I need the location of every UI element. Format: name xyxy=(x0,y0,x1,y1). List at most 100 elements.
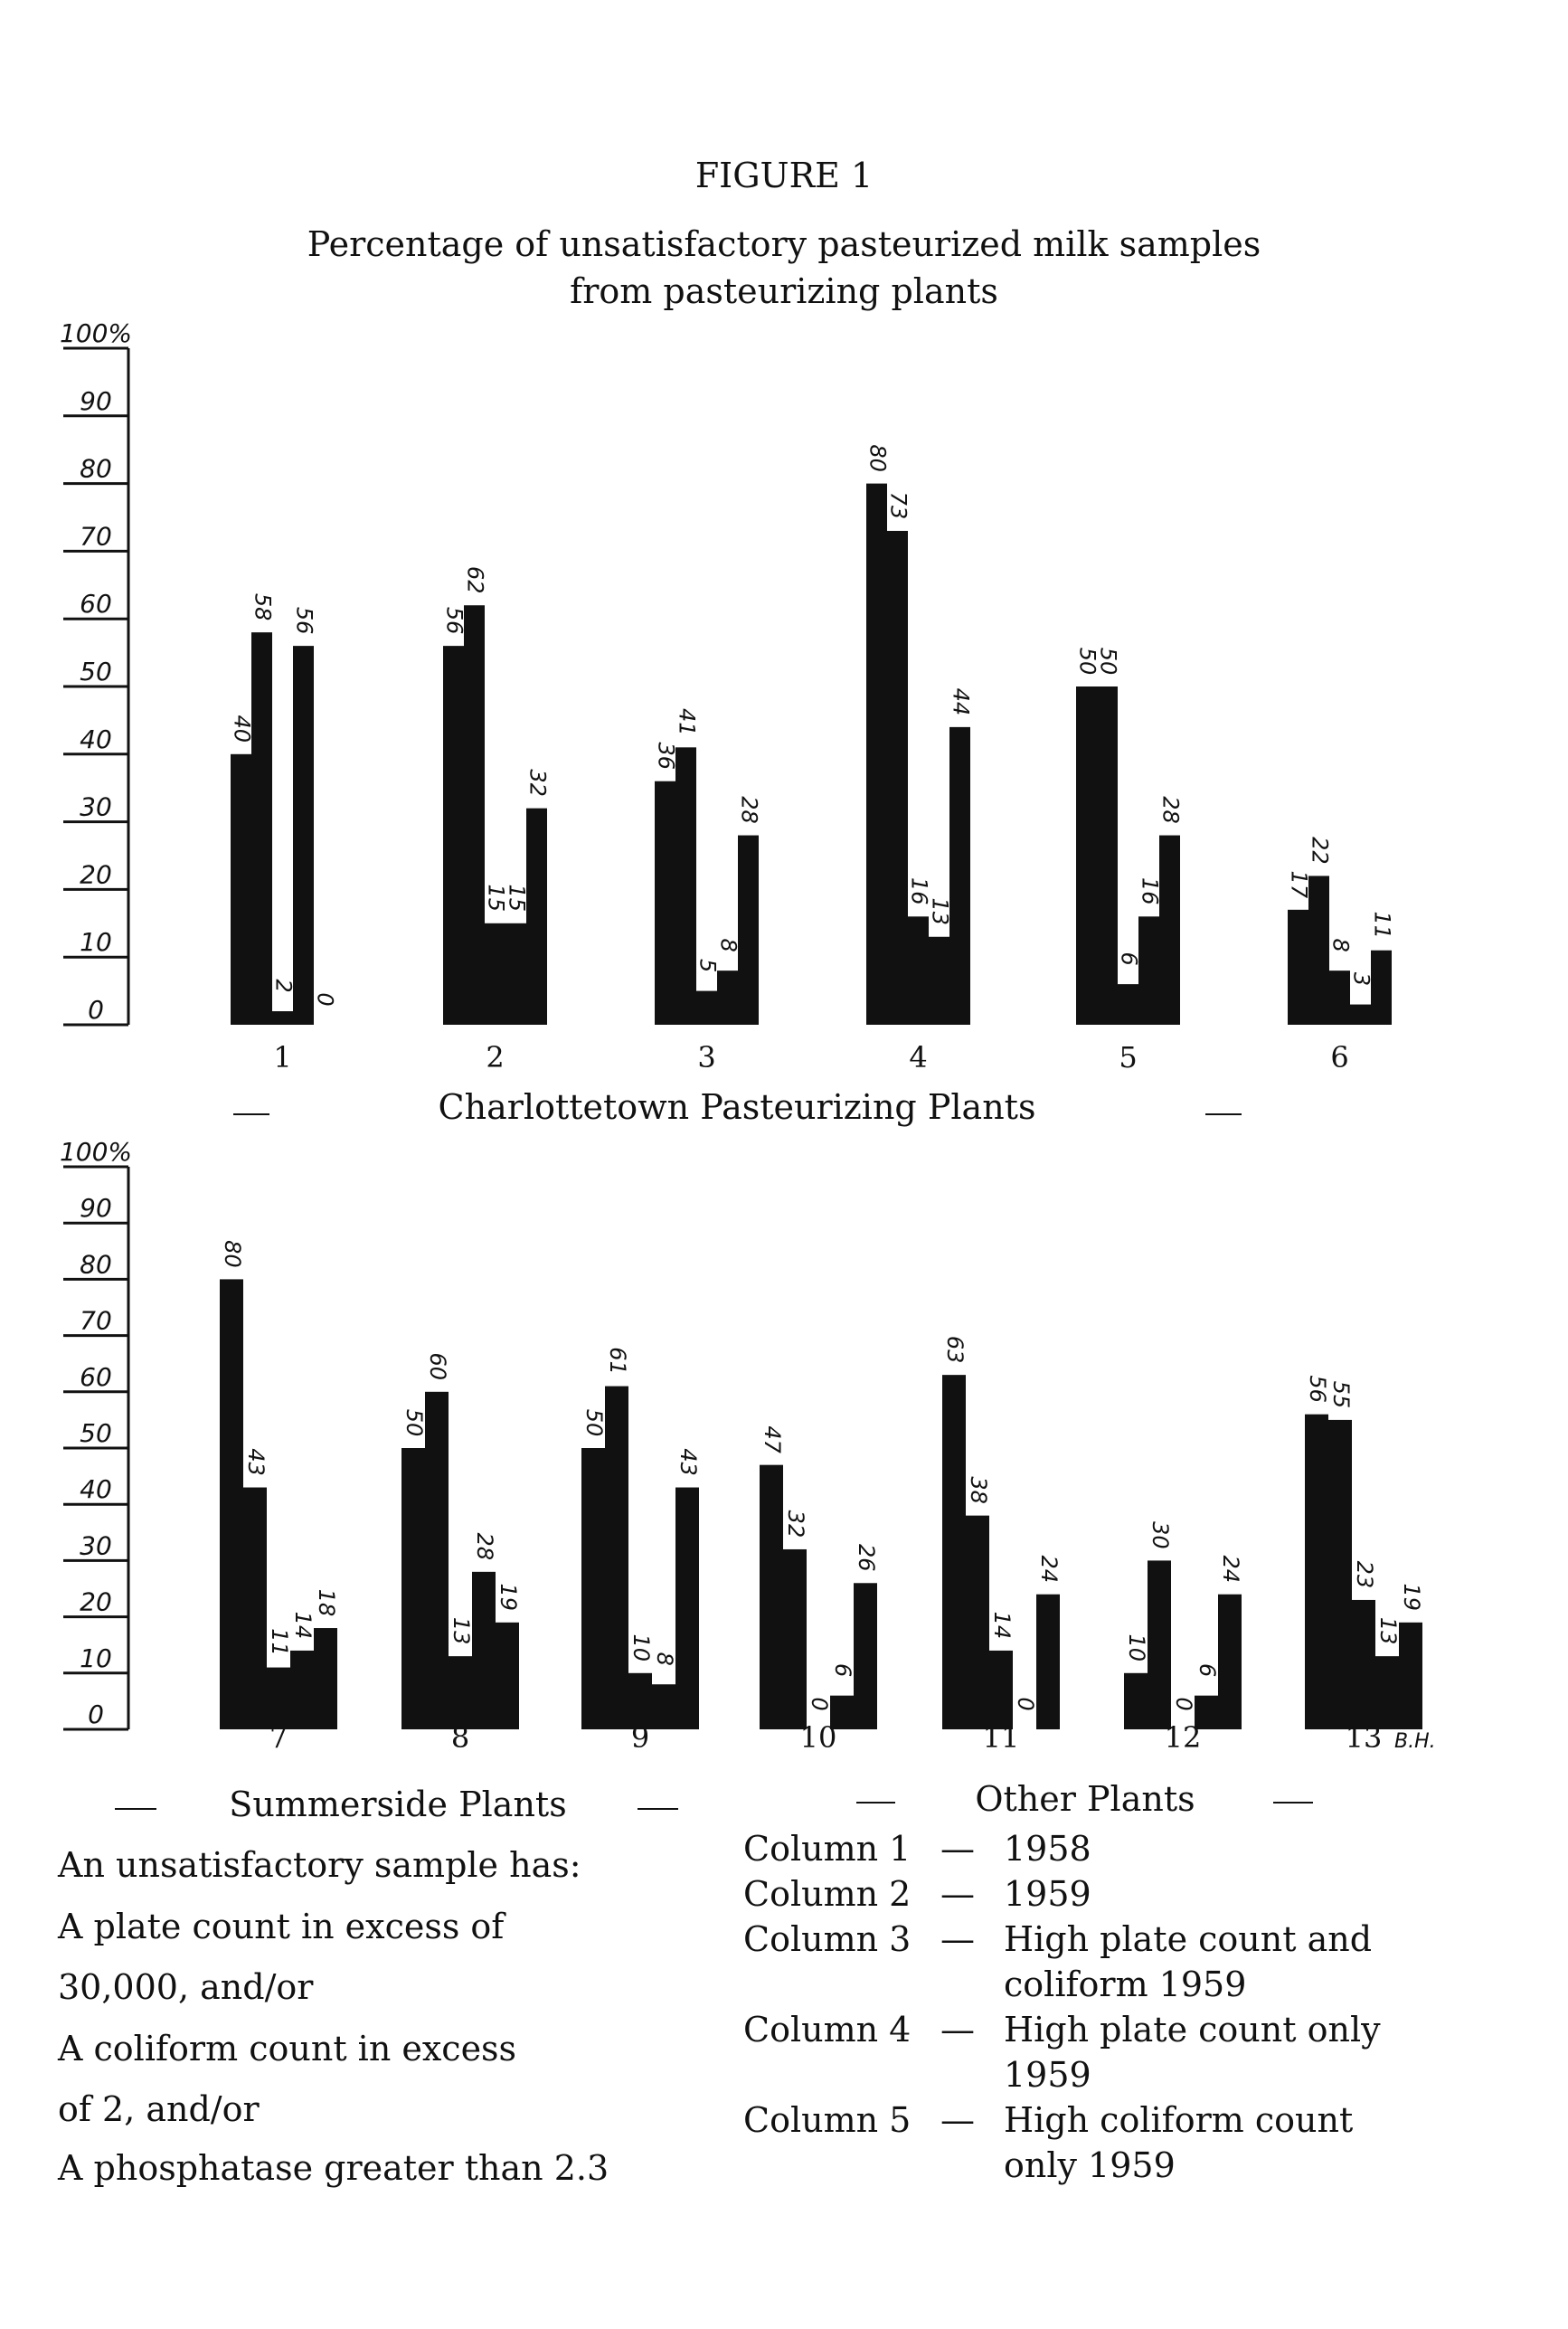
y-tick-label: 70 xyxy=(80,521,112,551)
data-label: 19 xyxy=(496,1584,521,1612)
bar xyxy=(472,1571,496,1729)
definition-line: 30,000, and/or xyxy=(58,1967,314,2007)
group-label: 3 xyxy=(697,1040,715,1075)
data-label: 80 xyxy=(220,1240,245,1268)
data-label: 0 xyxy=(1013,1697,1038,1710)
data-label: 13 xyxy=(1375,1617,1401,1645)
bar xyxy=(1375,1656,1399,1729)
bars-charlottetown: 4058256015662151532236415828380731613444… xyxy=(230,444,1395,1075)
bar xyxy=(1124,1672,1148,1729)
bar xyxy=(696,990,717,1025)
y-tick-label: 60 xyxy=(80,1362,112,1392)
legend-dash: — xyxy=(940,2010,975,2050)
y-tick-label: 0 xyxy=(88,1699,104,1729)
y-tick-label: 10 xyxy=(80,927,112,957)
data-label: 43 xyxy=(243,1448,269,1476)
data-label: 0 xyxy=(313,992,338,1006)
legend-desc: High plate count and xyxy=(1004,1919,1373,1959)
caption-charlottetown: Charlottetown Pasteurizing Plants xyxy=(439,1087,1036,1127)
data-label: 16 xyxy=(907,877,932,905)
data-label: 16 xyxy=(1138,877,1163,905)
data-label: 43 xyxy=(675,1448,701,1476)
bar xyxy=(966,1515,989,1729)
data-label: 24 xyxy=(1036,1555,1062,1583)
data-label: 32 xyxy=(525,769,551,797)
group-label: 10 xyxy=(800,1720,837,1755)
bar xyxy=(1118,984,1138,1025)
data-label: 19 xyxy=(1399,1584,1424,1612)
group-label: 4 xyxy=(909,1040,927,1075)
bar xyxy=(1350,1004,1371,1025)
data-label: 6 xyxy=(1117,951,1142,965)
bar xyxy=(605,1386,628,1729)
data-label: 0 xyxy=(1171,1697,1196,1710)
bars-summerside-other: 8043111418750601328198506110843947320626… xyxy=(220,1240,1436,1755)
data-label: 13 xyxy=(449,1617,474,1645)
bar xyxy=(272,1011,293,1025)
group-label: 1 xyxy=(273,1040,291,1075)
data-label: 56 xyxy=(442,607,468,635)
group-label: 2 xyxy=(486,1040,504,1075)
data-label: 5 xyxy=(695,959,721,972)
y-tick-label: 50 xyxy=(80,657,112,686)
bar xyxy=(314,1628,337,1729)
bar xyxy=(505,923,526,1025)
data-label: 28 xyxy=(1158,796,1184,824)
bar xyxy=(929,936,949,1025)
bar xyxy=(293,646,314,1025)
bar xyxy=(496,1622,519,1729)
data-label: 14 xyxy=(290,1612,316,1640)
figure-label: FIGURE 1 xyxy=(695,156,873,195)
bar xyxy=(581,1448,605,1729)
group-label: 7 xyxy=(269,1720,288,1755)
y-tick-label: 90 xyxy=(80,386,112,416)
caption-other: Other Plants xyxy=(975,1779,1195,1819)
data-label: 15 xyxy=(484,885,509,913)
data-label: 50 xyxy=(1075,648,1100,676)
figure-title-line1: Percentage of unsatisfactory pasteurized… xyxy=(307,224,1261,264)
data-label: 30 xyxy=(1148,1521,1173,1549)
definition-line: of 2, and/or xyxy=(58,2089,260,2129)
legend-column: Column 3 xyxy=(743,1919,912,1959)
bar xyxy=(655,781,675,1025)
bar xyxy=(526,808,547,1025)
y-tick-label: 60 xyxy=(80,589,112,619)
bar xyxy=(908,916,929,1025)
data-label: 50 xyxy=(401,1409,427,1437)
y-tick-label: 50 xyxy=(80,1418,112,1448)
group-label: 13 xyxy=(1346,1720,1383,1755)
bar xyxy=(1195,1695,1218,1729)
y-tick-label: 40 xyxy=(80,1474,112,1504)
group-label: 9 xyxy=(631,1720,649,1755)
bar xyxy=(675,747,696,1025)
group-label: 6 xyxy=(1330,1040,1348,1075)
data-label: 56 xyxy=(292,607,317,635)
bar xyxy=(675,1487,699,1729)
legend-column: Column 1 xyxy=(743,1829,912,1869)
legend-column: Column 5 xyxy=(743,2100,912,2140)
bar xyxy=(738,835,759,1025)
data-label: 11 xyxy=(1370,911,1395,939)
bar xyxy=(443,646,464,1025)
data-label: 60 xyxy=(425,1353,450,1381)
bar xyxy=(449,1656,472,1729)
bar xyxy=(1352,1599,1375,1729)
data-label: 56 xyxy=(1305,1375,1330,1403)
group-note: B.H. xyxy=(1394,1730,1436,1753)
group-label: 11 xyxy=(983,1720,1020,1755)
y-tick-label: 40 xyxy=(80,724,112,754)
bar xyxy=(830,1695,854,1729)
data-label: 47 xyxy=(760,1425,785,1453)
bar xyxy=(464,605,485,1025)
y-tick-label: 30 xyxy=(80,792,112,822)
data-label: 13 xyxy=(928,897,953,925)
data-label: 55 xyxy=(1328,1381,1354,1409)
data-label: 41 xyxy=(675,708,700,736)
legend-desc: 1959 xyxy=(1004,1874,1091,1914)
data-label: 50 xyxy=(1096,648,1121,676)
data-label: 40 xyxy=(230,715,255,743)
legend-desc: High plate count only xyxy=(1004,2010,1381,2050)
data-label: 14 xyxy=(989,1612,1015,1640)
bar xyxy=(1328,1419,1352,1729)
